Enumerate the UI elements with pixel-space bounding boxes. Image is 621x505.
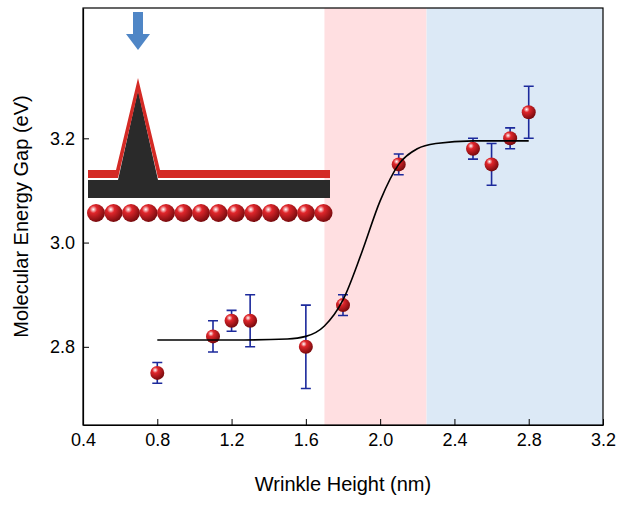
inset-atom: [87, 204, 105, 222]
shaded-region: [427, 8, 603, 425]
tick-label: 3.2: [50, 129, 75, 149]
inset-atom: [157, 204, 175, 222]
fit-line: [157, 141, 528, 340]
inset-molecules: [88, 78, 330, 178]
inset-atom: [122, 204, 140, 222]
tick-mark: [306, 419, 307, 425]
tick-label: 3.0: [50, 233, 75, 253]
inset-atom: [280, 204, 298, 222]
tick-mark: [529, 419, 530, 425]
tick-label: 3.2: [591, 430, 616, 450]
data-point: [485, 157, 499, 171]
data-point: [243, 314, 257, 328]
inset-atom: [192, 204, 210, 222]
x-axis: 0.4 0.8 1.2 1.6 2.0 2.4 2.8 3.2: [71, 419, 616, 450]
data-point: [503, 131, 517, 145]
plot-frame: [83, 8, 603, 425]
data-point: [522, 105, 536, 119]
inset-atom: [297, 204, 315, 222]
inset-illustration: [87, 12, 333, 222]
chart: 0.4 0.8 1.2 1.6 2.0 2.4 2.8 3.2 2.8 3.0 3.2 Wrinkle…: [0, 0, 621, 505]
tick-label: 0.4: [71, 430, 96, 450]
tick-label: 2.8: [517, 430, 542, 450]
tick-label: 1.2: [220, 430, 245, 450]
tick-label: 2.4: [442, 430, 467, 450]
data-point: [466, 142, 480, 156]
tick: 1.6: [294, 419, 319, 450]
tick-label: 1.6: [294, 430, 319, 450]
tick-mark: [83, 138, 89, 139]
x-axis-title: Wrinkle Height (nm): [255, 473, 431, 495]
tick-label: 2.0: [368, 430, 393, 450]
data-point: [150, 366, 164, 380]
inset-atom: [262, 204, 280, 222]
tick-mark: [83, 243, 89, 244]
tick: 2.4: [442, 419, 467, 450]
inset-atom: [105, 204, 123, 222]
tick-mark: [232, 419, 233, 425]
inset-atom: [140, 204, 158, 222]
y-axis-title: Molecular Energy Gap (eV): [10, 95, 32, 337]
plot-area: [87, 8, 603, 425]
tick-mark: [380, 419, 381, 425]
tick-label: 2.8: [50, 337, 75, 357]
data-point: [206, 329, 220, 343]
tick: 2.8: [517, 419, 542, 450]
inset-atom: [210, 204, 228, 222]
inset-atom: [315, 204, 333, 222]
inset-atom: [175, 204, 193, 222]
inset-arrow: [126, 12, 150, 50]
tick-label: 0.8: [145, 430, 170, 450]
scatter-series: [150, 86, 535, 388]
tick-mark: [83, 347, 89, 348]
inset-atom: [227, 204, 245, 222]
data-point: [225, 314, 239, 328]
tick-mark: [454, 419, 455, 425]
tick: 2.0: [368, 419, 393, 450]
tick-mark: [157, 419, 158, 425]
tick: 1.2: [220, 419, 245, 450]
inset-atom: [245, 204, 263, 222]
shaded-region: [324, 8, 426, 425]
data-point: [299, 340, 313, 354]
tick: 0.8: [145, 419, 170, 450]
